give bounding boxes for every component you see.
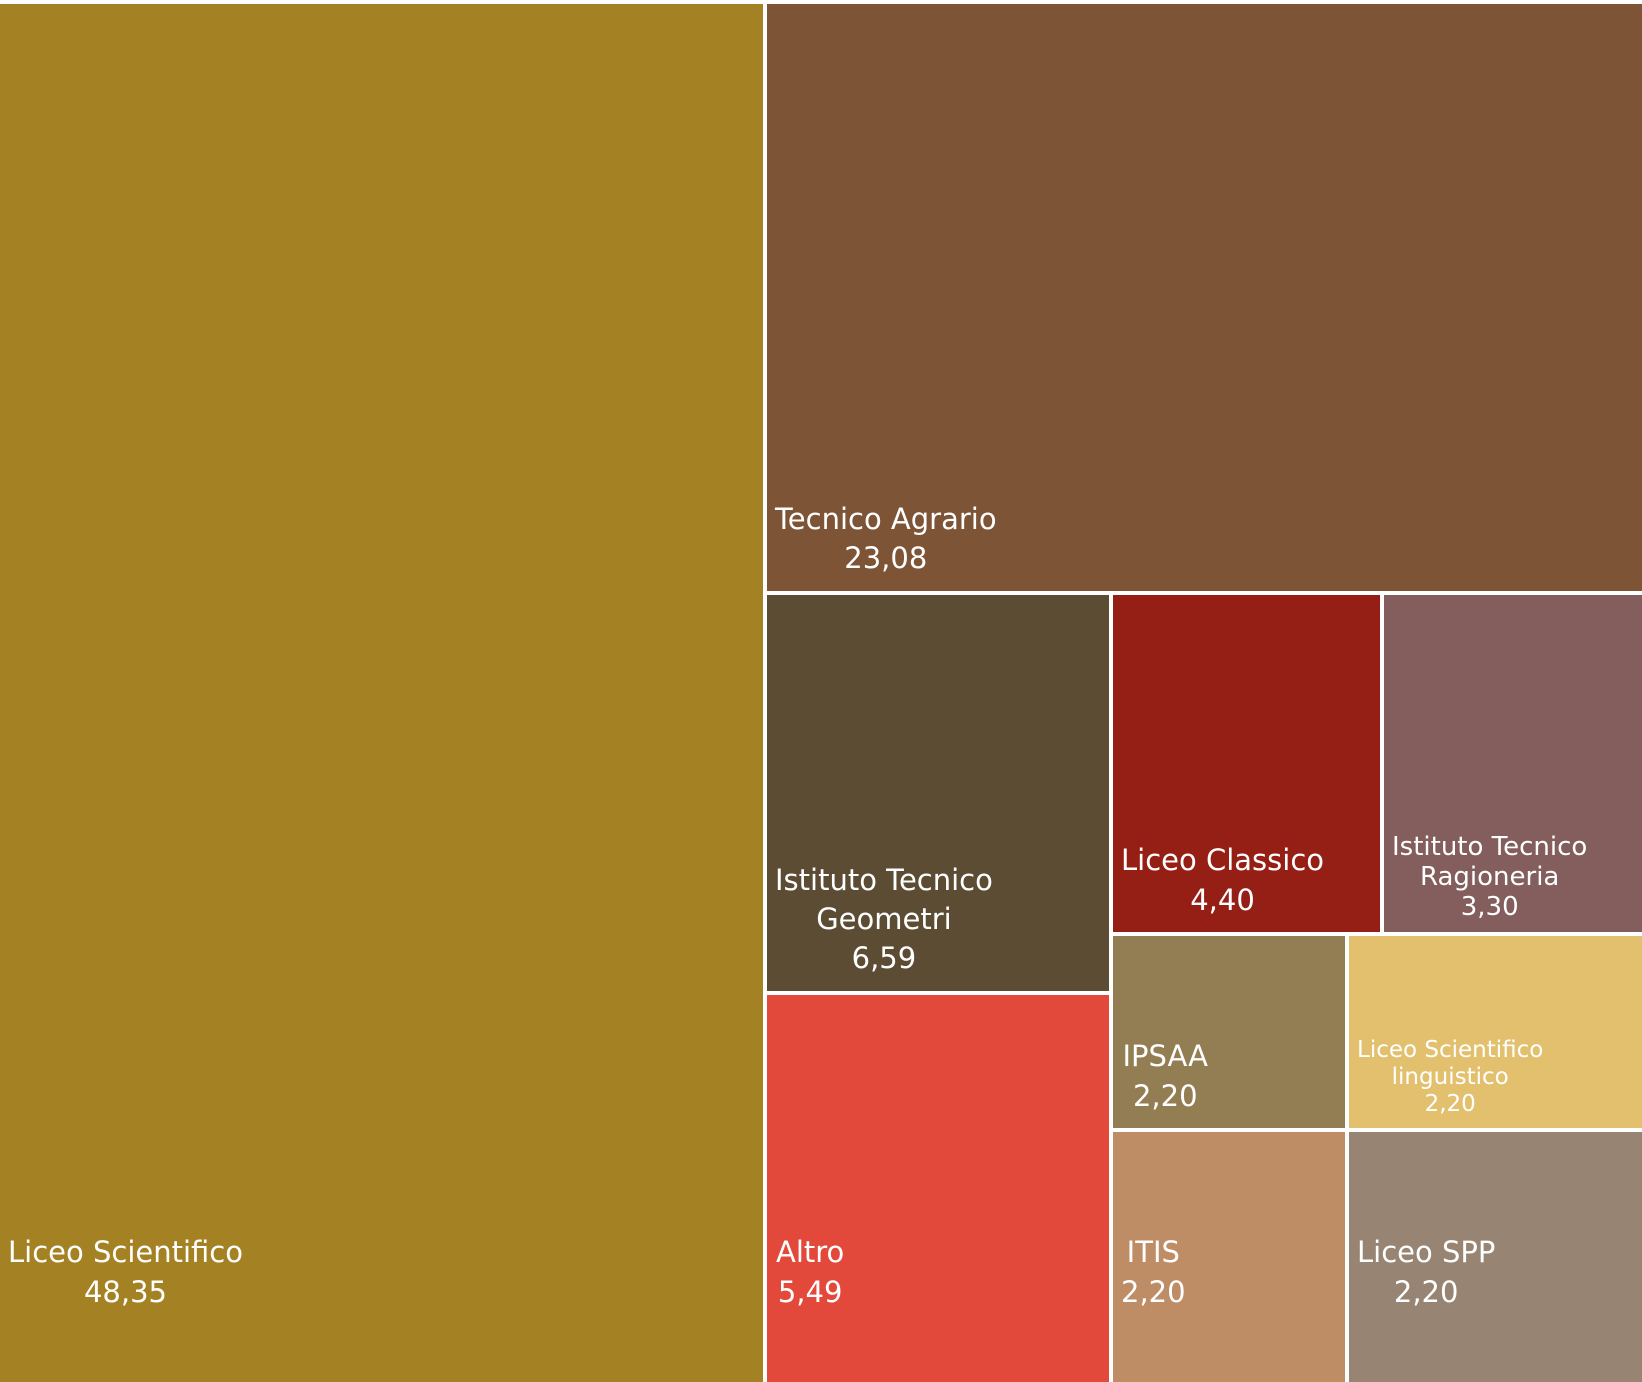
treemap-tile-label: Tecnico Agrario 23,08 xyxy=(775,500,997,578)
category-name: Liceo Classico xyxy=(1121,843,1324,877)
treemap-tile-label: Liceo Scientifico 48,35 xyxy=(8,1232,243,1312)
treemap-tile-label: Istituto Tecnico Ragioneria 3,30 xyxy=(1392,832,1587,922)
category-name: Liceo Scientifico linguistico xyxy=(1357,1037,1544,1090)
category-name: Liceo Scientifico xyxy=(8,1235,243,1269)
treemap-tile[interactable]: IPSAA 2,20 xyxy=(1113,936,1345,1128)
treemap-tile-label: Liceo Classico 4,40 xyxy=(1121,840,1324,920)
treemap-tile[interactable]: Liceo Scientifico linguistico 2,20 xyxy=(1349,936,1642,1128)
treemap-tile-label: IPSAA 2,20 xyxy=(1123,1036,1208,1116)
category-value: 48,35 xyxy=(83,1275,167,1309)
category-value: 2,20 xyxy=(1393,1275,1459,1309)
category-value: 4,40 xyxy=(1190,883,1255,917)
category-value: 2,20 xyxy=(1424,1091,1476,1117)
category-name: Liceo SPP xyxy=(1357,1235,1496,1269)
category-name: ITIS xyxy=(1126,1235,1180,1269)
category-name: Altro xyxy=(776,1235,845,1269)
treemap-tile[interactable]: Istituto Tecnico Geometri 6,59 xyxy=(767,595,1109,991)
treemap-tile[interactable]: Tecnico Agrario 23,08 xyxy=(767,4,1642,591)
treemap-tile-label: Altro 5,49 xyxy=(776,1232,844,1312)
treemap-tile[interactable]: Istituto Tecnico Ragioneria 3,30 xyxy=(1384,595,1642,932)
category-value: 5,49 xyxy=(777,1275,843,1309)
treemap-tile-label: Liceo SPP 2,20 xyxy=(1357,1232,1495,1312)
treemap-tile[interactable]: Liceo Scientifico 48,35 xyxy=(0,4,763,1382)
category-name: Istituto Tecnico Ragioneria xyxy=(1392,832,1588,892)
category-name: Istituto Tecnico Geometri xyxy=(775,863,993,936)
category-name: Tecnico Agrario xyxy=(775,502,997,536)
category-value: 6,59 xyxy=(851,941,917,975)
treemap-tile[interactable]: Altro 5,49 xyxy=(767,995,1109,1382)
category-name: IPSAA xyxy=(1122,1039,1208,1073)
treemap-tile[interactable]: Liceo SPP 2,20 xyxy=(1349,1132,1642,1382)
treemap-tile-label: ITIS 2,20 xyxy=(1121,1232,1186,1312)
category-value: 2,20 xyxy=(1121,1275,1186,1309)
category-value: 3,30 xyxy=(1460,892,1519,922)
category-value: 2,20 xyxy=(1132,1079,1198,1113)
treemap-tile-label: Istituto Tecnico Geometri 6,59 xyxy=(775,861,993,978)
treemap-tile[interactable]: Liceo Classico 4,40 xyxy=(1113,595,1380,932)
treemap-tile[interactable]: ITIS 2,20 xyxy=(1113,1132,1345,1382)
treemap-tile-label: Liceo Scientifico linguistico 2,20 xyxy=(1357,1037,1543,1118)
category-value: 23,08 xyxy=(844,541,928,575)
